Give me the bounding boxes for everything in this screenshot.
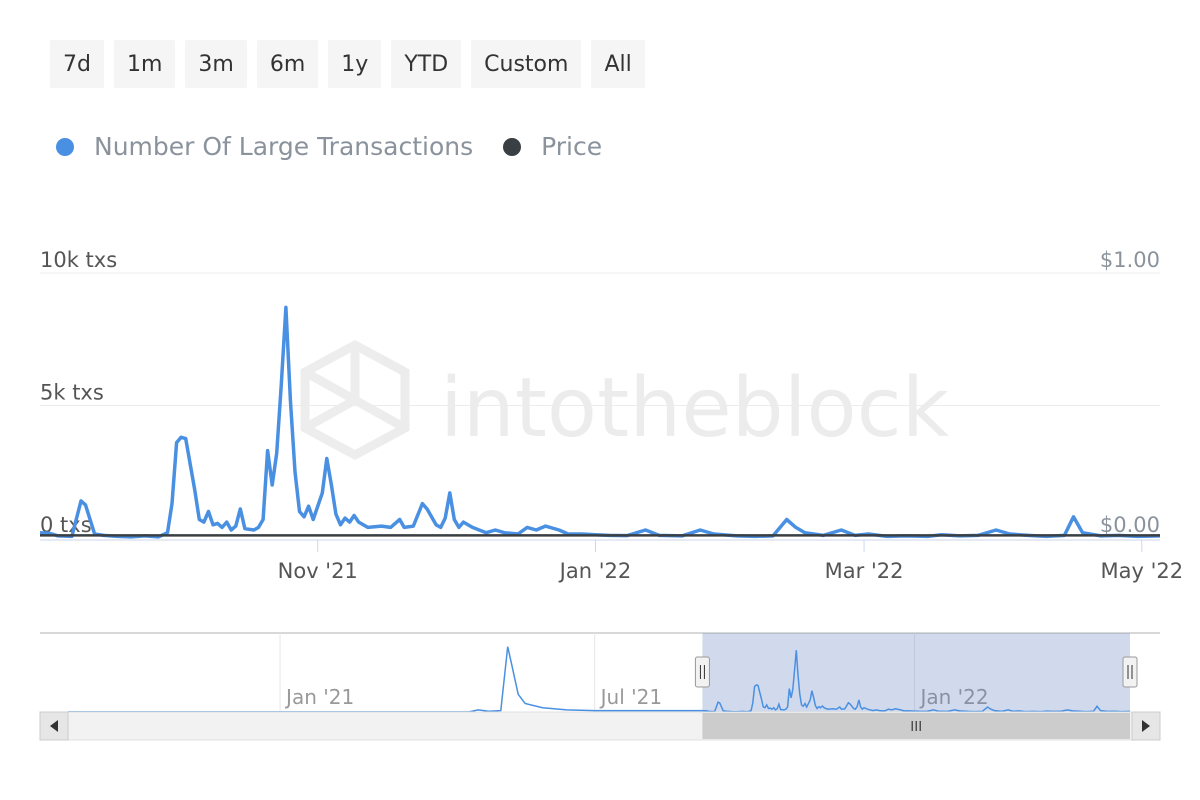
x-axis-tick-label: Mar '22: [825, 559, 904, 583]
scroll-left-arrow-icon: [50, 720, 58, 732]
range-button-6m[interactable]: 6m: [256, 40, 319, 88]
legend-label: Number Of Large Transactions: [94, 132, 474, 161]
series-line-large-transactions: [39, 305, 1161, 539]
x-axis-tick-label: Nov '21: [278, 559, 358, 583]
watermark-logo: intotheblock: [300, 339, 950, 461]
legend-dot-icon: [503, 137, 522, 156]
watermark-text: intotheblock: [440, 361, 950, 456]
scroll-right-arrow-icon: [1142, 720, 1150, 732]
x-axis-tick-label: Jan '22: [558, 559, 632, 583]
navigator-tick-label: Jan '22: [918, 685, 988, 709]
range-button-3m[interactable]: 3m: [185, 40, 247, 88]
navigator-tick-label: Jul '21: [599, 685, 662, 709]
y-axis-left-tick-label: 10k txs: [40, 248, 117, 272]
navigator-tick-label: Jan '21: [284, 685, 354, 709]
legend-item-price[interactable]: Price: [503, 132, 602, 161]
range-button-all[interactable]: All: [591, 40, 645, 88]
range-button-7d[interactable]: 7d: [50, 40, 104, 88]
range-button-1y[interactable]: 1y: [328, 40, 382, 88]
navigator-right-handle[interactable]: [1122, 656, 1138, 688]
range-button-1m[interactable]: 1m: [113, 40, 176, 88]
range-button-ytd[interactable]: YTD: [391, 40, 462, 88]
y-axis-right-tick-label: $1.00: [1100, 248, 1160, 272]
y-axis-left-tick-label: 5k txs: [40, 381, 104, 405]
navigator-left-handle[interactable]: [694, 656, 710, 688]
legend-item-large-transactions[interactable]: Number Of Large Transactions: [56, 132, 473, 161]
legend: Number Of Large Transactions Price: [56, 132, 632, 161]
navigator-selection-mask[interactable]: [702, 633, 1130, 712]
y-axis-right-tick-label: $0.00: [1100, 513, 1160, 537]
range-button-custom[interactable]: Custom: [471, 40, 582, 88]
legend-label: Price: [541, 132, 603, 161]
range-selector: 7d 1m 3m 6m 1y YTD Custom All: [50, 40, 645, 88]
watermark-hexagon-icon: [300, 339, 410, 461]
legend-dot-icon: [56, 137, 74, 156]
x-axis-tick-label: May '22: [1100, 559, 1183, 583]
